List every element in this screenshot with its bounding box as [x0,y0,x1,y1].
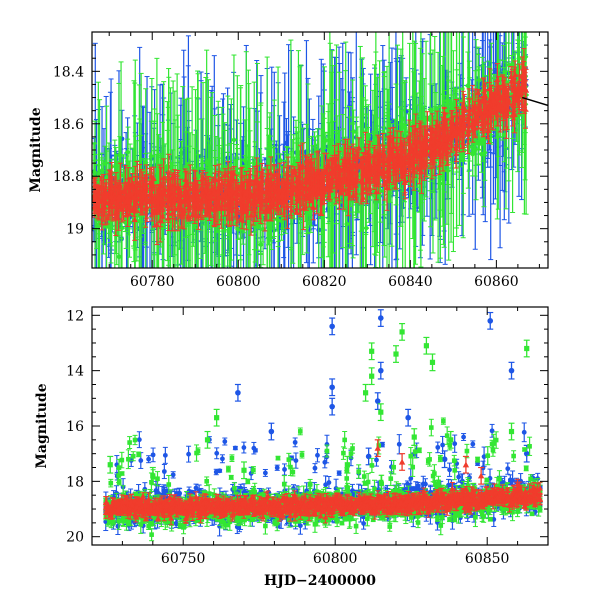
data-point [207,164,214,171]
data-point [230,136,237,143]
data-point [92,168,98,175]
data-point [119,225,126,232]
data-point [95,170,102,177]
top-panel: 60780 60800 60820 60840 6086018.418.618.819M… [28,31,549,290]
plot-area [92,32,548,268]
